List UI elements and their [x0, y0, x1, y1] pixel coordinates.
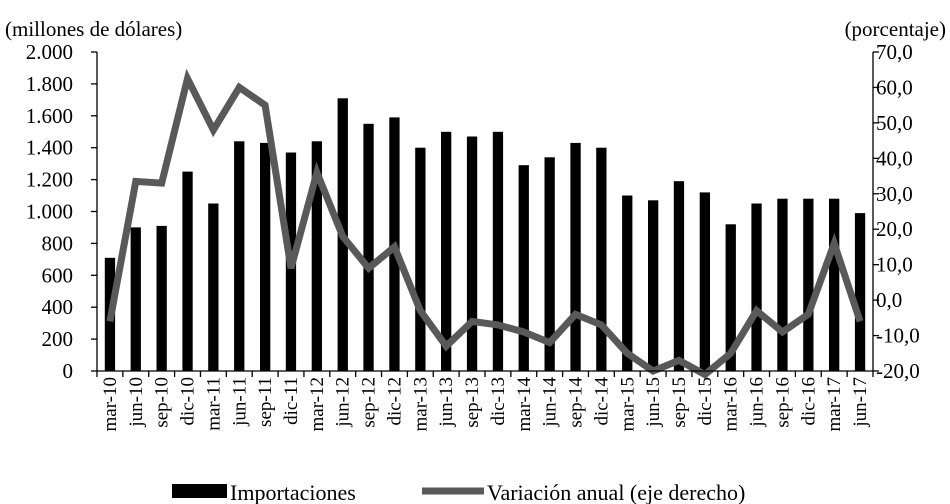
bar-dic-15 — [699, 192, 710, 371]
x-tick-label: dic-16 — [798, 377, 819, 426]
right-tick-label: 30,0 — [876, 182, 913, 206]
x-tick-label: mar-13 — [410, 377, 431, 432]
x-tick-label: jun-12 — [333, 377, 354, 428]
x-tick-label: mar-16 — [721, 377, 742, 432]
right-tick-label: 60,0 — [876, 75, 913, 99]
bar-series — [104, 98, 866, 372]
x-tick-label: dic-11 — [281, 377, 302, 425]
right-axis-title: (porcentaje) — [845, 17, 946, 41]
x-tick-label: dic-12 — [385, 377, 406, 426]
x-tick-label: jun-13 — [436, 377, 457, 428]
legend-bar-swatch — [172, 484, 227, 498]
x-tick-label: sep-12 — [359, 377, 380, 428]
bar-jun-13 — [441, 131, 452, 372]
right-tick-label: 50,0 — [876, 111, 913, 135]
right-tick-label: 20,0 — [876, 217, 913, 241]
left-tick-label: 1.400 — [26, 136, 73, 160]
left-tick-label: 1.600 — [26, 104, 73, 128]
bar-dic-10 — [182, 171, 193, 371]
x-tick-label: mar-11 — [203, 377, 224, 431]
right-axis-ticks: -20,0 -10,0 0,0 10,0 20,0 30,0 40,0 50,0 60,0 70,… — [873, 40, 920, 383]
bar-jun-10 — [130, 227, 141, 371]
legend-line-label: Variación anual (eje derecho) — [487, 480, 745, 504]
right-tick-label: 40,0 — [876, 146, 913, 170]
x-tick-label: mar-17 — [824, 377, 845, 432]
left-tick-label: 1.000 — [26, 200, 73, 224]
x-tick-label: mar-10 — [100, 377, 121, 432]
right-tick-label: 70,0 — [876, 40, 913, 64]
x-tick-label: mar-12 — [307, 377, 328, 432]
right-tick-label: -20,0 — [876, 359, 920, 383]
x-tick-label: jun-15 — [643, 377, 664, 428]
x-tick-label: dic-10 — [178, 377, 199, 426]
left-tick-label: 400 — [42, 295, 74, 319]
left-tick-label: 800 — [42, 231, 74, 255]
bar-jun-14 — [544, 157, 555, 371]
bar-sep-10 — [156, 225, 167, 371]
legend-bar-label: Importaciones — [230, 480, 356, 504]
bar-jun-15 — [648, 200, 659, 371]
x-tick-label: sep-16 — [773, 377, 794, 428]
bar-mar-16 — [725, 224, 736, 371]
x-tick-label: mar-14 — [514, 377, 535, 432]
x-tick-label: sep-15 — [669, 377, 690, 428]
bar-jun-11 — [234, 141, 245, 371]
x-tick-label: jun-14 — [540, 377, 561, 428]
right-tick-label: 0,0 — [876, 288, 902, 312]
left-axis-title: (millones de dólares) — [5, 17, 182, 41]
x-tick-label: dic-15 — [695, 377, 716, 426]
right-tick-label: 10,0 — [876, 253, 913, 277]
bar-dic-14 — [596, 147, 607, 371]
x-tick-label: dic-14 — [591, 377, 612, 426]
bar-sep-14 — [570, 142, 581, 371]
line-series — [106, 68, 864, 379]
bar-mar-14 — [518, 165, 529, 371]
x-tick-label: mar-15 — [617, 377, 638, 432]
bar-jun-17 — [854, 213, 866, 371]
x-tick-label: dic-13 — [488, 377, 509, 426]
x-tick-label: jun-16 — [747, 377, 768, 428]
bar-jun-16 — [751, 203, 762, 371]
left-tick-label: 1.800 — [26, 72, 73, 96]
bar-dic-13 — [492, 131, 504, 372]
bar-mar-11 — [208, 203, 219, 371]
x-tick-label: jun-10 — [126, 377, 147, 428]
bar-dic-16 — [803, 198, 814, 371]
bar-sep-11 — [260, 142, 271, 371]
legend: Importaciones Variación anual (eje derec… — [172, 480, 745, 504]
left-tick-label: 600 — [42, 263, 74, 287]
x-axis-ticks: mar-10 jun-10 sep-10 dic-10 mar-11 jun-11 sep-… — [96, 371, 874, 432]
left-tick-label: 200 — [42, 327, 74, 351]
bar-sep-15 — [673, 181, 685, 371]
x-tick-label: sep-10 — [152, 377, 173, 428]
bar-sep-13 — [466, 136, 478, 371]
right-tick-label: -10,0 — [876, 324, 920, 348]
bar-sep-16 — [777, 198, 788, 371]
x-tick-label: jun-11 — [229, 377, 250, 427]
x-tick-label: jun-17 — [850, 377, 871, 428]
x-tick-label: sep-11 — [255, 377, 276, 427]
left-tick-label: 2.000 — [26, 40, 73, 64]
bar-mar-17 — [829, 198, 840, 371]
variacion-anual-line — [106, 68, 864, 379]
x-tick-label: sep-14 — [566, 377, 587, 428]
left-tick-label: 0 — [63, 359, 74, 383]
bar-sep-12 — [363, 123, 374, 371]
left-tick-label: 1.200 — [26, 168, 73, 192]
bar-mar-15 — [622, 195, 633, 371]
x-tick-label: sep-13 — [462, 377, 483, 428]
bar-mar-12 — [311, 141, 322, 371]
bar-mar-13 — [415, 147, 426, 371]
left-axis-ticks: 0 200 400 600 800 1.000 1.200 1.400 1.600 1.800 2.… — [26, 40, 97, 383]
